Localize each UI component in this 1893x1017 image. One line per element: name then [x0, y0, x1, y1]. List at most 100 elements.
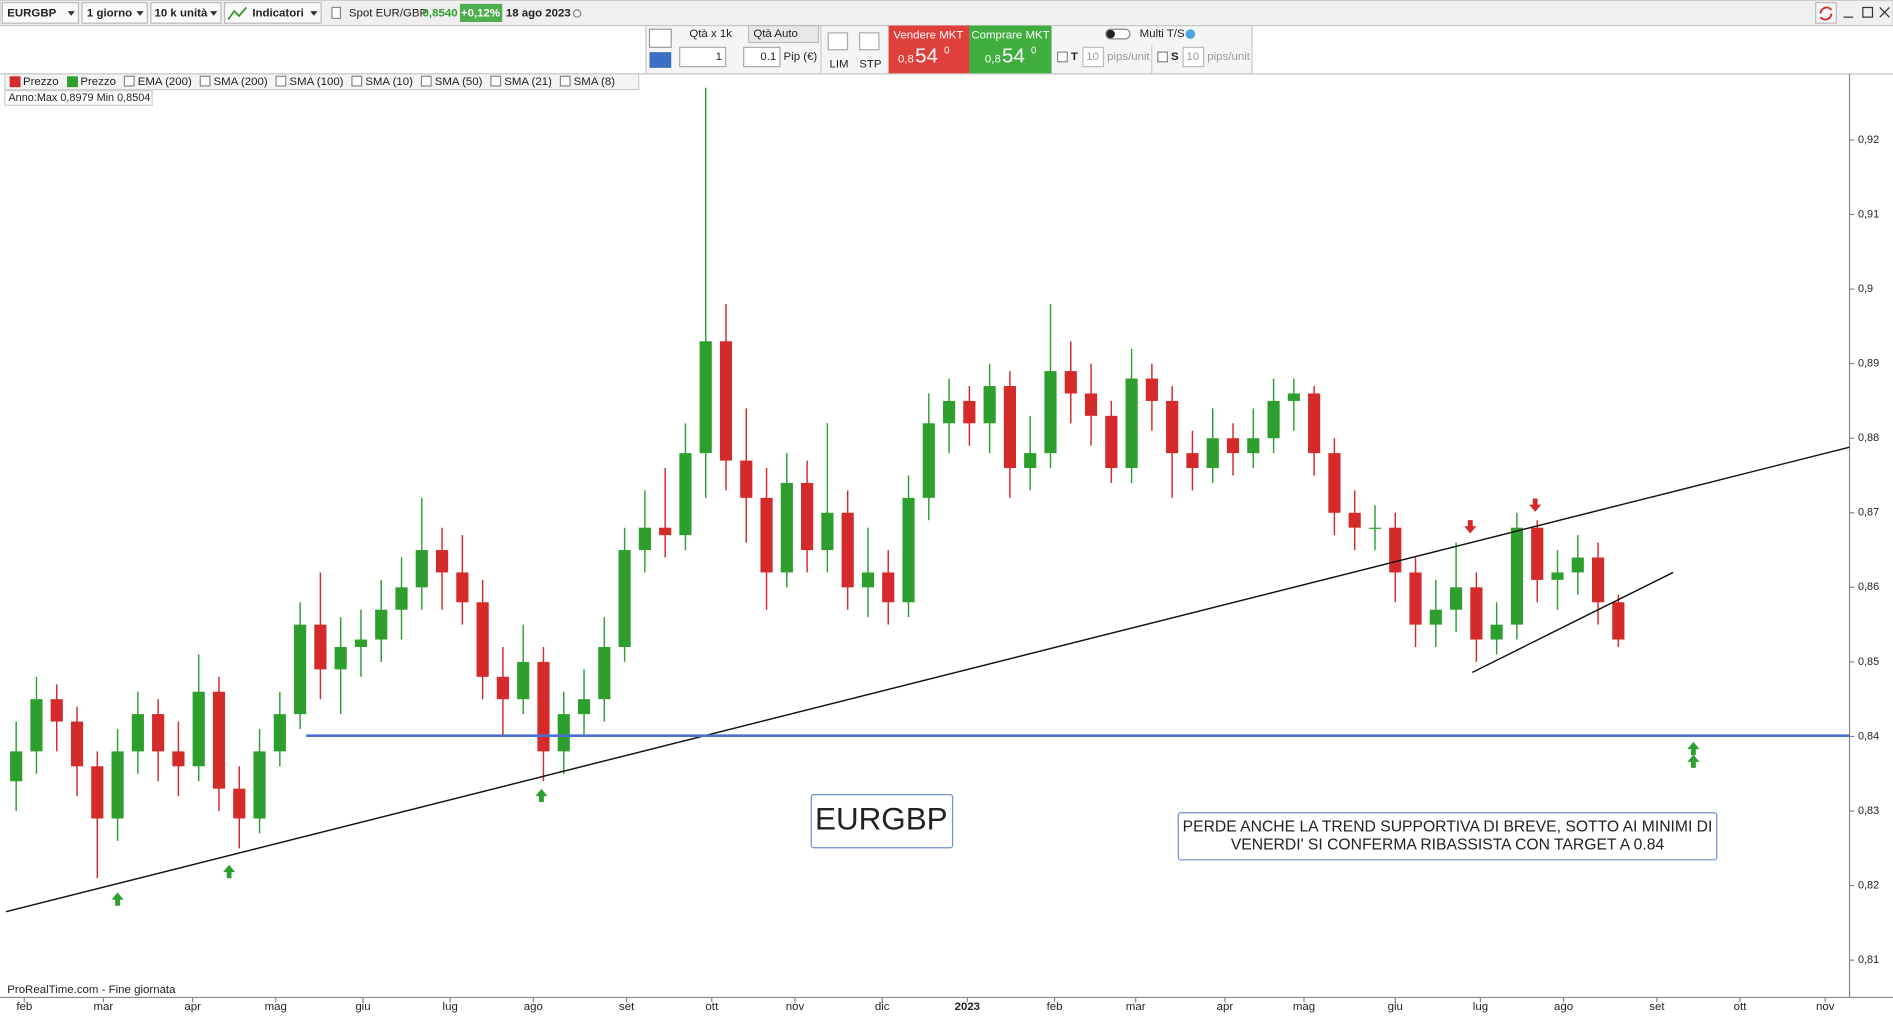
indicators-button[interactable]: Indicatori: [223, 2, 322, 24]
pip-input[interactable]: [743, 46, 781, 68]
range-info: Anno:Max 0,8979 Min 0,8504: [8, 92, 150, 104]
units[interactable]: 10 k unità: [155, 8, 208, 20]
legend-checkbox[interactable]: [559, 75, 571, 87]
y-tick-label: 0,9: [1858, 283, 1873, 295]
buy-label[interactable]: Comprare MKT: [971, 29, 1049, 41]
sell-label[interactable]: Vendere MKT: [893, 29, 963, 41]
pip-label: Pip (€): [784, 51, 818, 63]
candle-body: [1551, 572, 1564, 580]
candle-body: [1186, 453, 1199, 469]
legend-item[interactable]: SMA (200): [214, 76, 268, 88]
keyboard-button[interactable]: [649, 52, 672, 68]
stp[interactable]: STP: [859, 58, 882, 70]
qty-auto[interactable]: Qtà Auto: [753, 28, 798, 40]
candle-body: [1084, 393, 1098, 416]
info-icon: [1185, 29, 1196, 39]
buy-price-small[interactable]: 0,8: [985, 53, 1001, 65]
candle-body: [1368, 527, 1382, 529]
legend-checkbox[interactable]: [275, 75, 287, 87]
trend-line: [5, 446, 1850, 913]
t-value[interactable]: 10: [1086, 51, 1099, 63]
legend-checkbox[interactable]: [123, 75, 135, 87]
t-checkbox[interactable]: [1056, 51, 1068, 63]
lim-icon[interactable]: [827, 32, 849, 51]
annotation-line: VENERDI' SI CONFERMA RIBASSISTA CON TARG…: [1231, 836, 1665, 853]
symbol-dropdown[interactable]: EURGBP: [1, 2, 80, 24]
doc-icon: [331, 6, 342, 19]
x-tick-label: mar: [1126, 1001, 1146, 1013]
x-tick-label: dic: [875, 1001, 890, 1013]
candle-body: [91, 766, 104, 819]
legend-item[interactable]: Prezzo: [23, 76, 59, 88]
candle-body: [10, 751, 23, 782]
candle-body: [1044, 371, 1057, 454]
legend-swatch: [9, 76, 21, 88]
legend-checkbox[interactable]: [351, 75, 363, 87]
maximize-icon[interactable]: [1862, 6, 1874, 18]
legend-item[interactable]: SMA (21): [504, 76, 552, 88]
candle-body: [456, 572, 469, 603]
chart-title: EURGBP: [815, 801, 948, 836]
sell-button[interactable]: [888, 25, 970, 74]
symbol[interactable]: EURGBP: [7, 8, 56, 20]
legend-item[interactable]: Prezzo: [80, 76, 116, 88]
legend-item[interactable]: SMA (8): [574, 76, 616, 88]
qty[interactable]: 1: [716, 51, 722, 63]
x-tick-label: mag: [265, 1001, 287, 1013]
sell-price-sup[interactable]: 0: [944, 45, 949, 56]
legend-checkbox[interactable]: [490, 75, 502, 87]
x-tick-label: apr: [184, 1001, 201, 1013]
candle-body: [233, 788, 246, 819]
stp-icon[interactable]: [858, 32, 880, 51]
order-panel: Qtà x 1k Qtà Auto 1 0.1 Pip (€) LIM STP …: [645, 24, 1253, 75]
buy-price-big[interactable]: 54: [1002, 44, 1025, 67]
legend-item[interactable]: SMA (50): [435, 76, 483, 88]
spot-price: 0,8540: [423, 8, 458, 20]
qty-input[interactable]: [679, 46, 727, 68]
candle-body: [131, 714, 144, 752]
legend-item[interactable]: EMA (200): [138, 76, 192, 88]
candle-body: [334, 646, 347, 670]
x-tick-label: ago: [524, 1001, 543, 1013]
legend-item[interactable]: SMA (100): [289, 76, 343, 88]
candle-body: [314, 624, 327, 670]
period[interactable]: 1 giorno: [87, 8, 132, 20]
s-value[interactable]: 10: [1186, 51, 1199, 63]
sell-price-small[interactable]: 0,8: [898, 53, 914, 65]
change-badge: [459, 3, 503, 22]
pip[interactable]: 0.1: [760, 51, 776, 63]
x-tick-label: 2023: [955, 1001, 980, 1013]
buy-button[interactable]: [969, 25, 1052, 74]
close-icon[interactable]: [1879, 7, 1890, 18]
legend-checkbox[interactable]: [199, 75, 211, 87]
indicators[interactable]: Indicatori: [252, 8, 304, 20]
candle-body: [1490, 624, 1503, 640]
tool-button[interactable]: [648, 28, 672, 48]
x-tick-label: nov: [786, 1001, 805, 1013]
candle-body: [1145, 378, 1158, 401]
t-input[interactable]: [1082, 46, 1105, 68]
period-dropdown[interactable]: 1 giorno: [81, 2, 148, 24]
y-tick-label: 0,86: [1858, 581, 1879, 593]
y-tick-label: 0,83: [1858, 805, 1879, 817]
candle-body: [1105, 415, 1118, 469]
candle-body: [1247, 438, 1260, 454]
y-tick-label: 0,92: [1858, 134, 1879, 146]
sell-price-big[interactable]: 54: [915, 44, 938, 67]
candle-body: [699, 341, 712, 454]
units-dropdown[interactable]: 10 k unità: [150, 2, 222, 24]
buy-price-sup[interactable]: 0: [1031, 45, 1036, 56]
y-tick-label: 0,87: [1858, 507, 1879, 519]
legend-item[interactable]: SMA (10): [365, 76, 413, 88]
s-input[interactable]: [1182, 46, 1205, 68]
legend-swatch: [67, 76, 78, 88]
legend-checkbox[interactable]: [420, 75, 432, 87]
t-label: T: [1071, 51, 1078, 63]
candle-body: [50, 699, 63, 722]
s-checkbox[interactable]: [1157, 51, 1169, 63]
candle-body: [496, 676, 509, 700]
candle-body: [1470, 587, 1483, 640]
candle-body: [841, 512, 854, 588]
qty-auto-button[interactable]: [747, 24, 820, 44]
lim[interactable]: LIM: [830, 58, 849, 70]
